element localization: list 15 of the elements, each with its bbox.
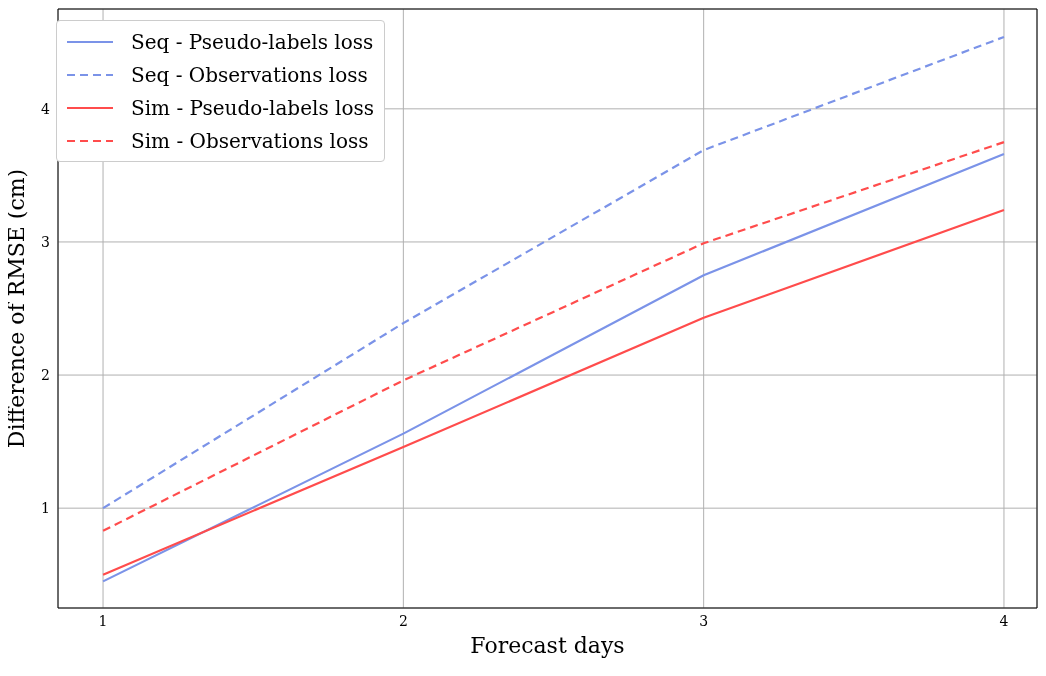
- y-axis-title: Difference of RMSE (cm): [3, 168, 29, 449]
- y-tick-label: 1: [41, 500, 50, 517]
- line-series: [101, 35, 1006, 510]
- x-tick-label: 1: [98, 612, 108, 629]
- y-tick-label: 2: [41, 367, 50, 384]
- x-tick-label: 2: [398, 612, 408, 629]
- legend-label: Sim - Observations loss: [131, 128, 369, 153]
- legend-label: Seq - Observations loss: [131, 62, 368, 87]
- x-tick-label: 4: [999, 612, 1009, 629]
- y-tick-label: 4: [41, 100, 51, 117]
- x-tick-label: 3: [699, 612, 709, 629]
- legend-label: Sim - Pseudo-labels loss: [131, 95, 374, 120]
- legend-label: Seq - Pseudo-labels loss: [131, 29, 374, 54]
- x-axis-title: Forecast days: [470, 633, 625, 658]
- y-tick-label: 3: [41, 233, 50, 250]
